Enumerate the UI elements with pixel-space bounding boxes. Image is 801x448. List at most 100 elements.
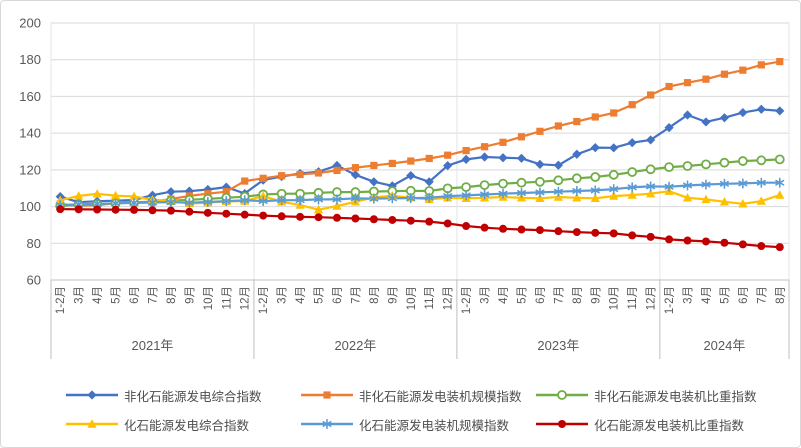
series-1-marker — [647, 91, 655, 99]
series-4-marker — [184, 197, 194, 208]
series-4-marker — [147, 197, 157, 208]
series-0-marker — [498, 153, 508, 163]
series-5-marker — [148, 206, 157, 215]
series-1-marker — [333, 166, 341, 175]
series-4-marker — [719, 178, 729, 189]
series-3-marker — [756, 196, 766, 205]
month-label: 10月 — [609, 286, 621, 310]
series-1-marker — [204, 190, 212, 198]
month-label: 5月 — [719, 286, 731, 304]
series-2-marker — [590, 172, 601, 182]
series-4-marker — [240, 195, 250, 206]
series-1-marker — [314, 169, 323, 177]
series-4-marker — [129, 197, 139, 208]
series-1-marker — [720, 70, 729, 78]
series-5-marker — [166, 206, 175, 215]
series-5-marker — [738, 240, 747, 249]
series-0-marker — [166, 187, 176, 197]
series-4-marker — [314, 194, 324, 205]
series-2-marker — [664, 162, 674, 173]
series-5-marker — [351, 214, 360, 223]
month-label: 11月 — [221, 286, 233, 309]
series-2-marker — [479, 180, 490, 190]
series-2-marker — [516, 177, 527, 188]
series-2-marker — [608, 169, 619, 180]
series-5-marker — [720, 238, 729, 247]
month-label: 4月 — [92, 286, 104, 304]
series-5-marker — [185, 207, 194, 216]
series-1-marker — [610, 109, 618, 117]
series-4-marker — [332, 194, 342, 205]
series-2-marker — [553, 175, 564, 186]
series-0-marker — [424, 177, 434, 187]
series-line-2 — [59, 158, 781, 207]
series-4-marker — [535, 187, 545, 198]
month-label: 1-2月 — [55, 286, 67, 314]
series-5-marker — [130, 205, 139, 214]
month-label: 11月 — [424, 286, 436, 309]
series-1-marker — [554, 122, 562, 130]
series-3-marker — [313, 204, 324, 214]
month-label: 4月 — [498, 286, 510, 304]
series-0-marker — [332, 160, 342, 171]
series-0-marker — [516, 153, 527, 163]
series-5-marker — [388, 215, 397, 224]
series-3-marker — [110, 190, 121, 200]
series-1-marker — [536, 127, 544, 135]
series-5-marker — [222, 209, 231, 218]
series-4-marker — [590, 185, 600, 196]
month-label: 9月 — [387, 286, 399, 304]
month-label: 3月 — [74, 286, 86, 304]
month-label: 1-2月 — [258, 286, 270, 314]
series-0-marker — [646, 135, 656, 145]
series-2-marker — [701, 159, 711, 170]
series-4-marker — [683, 180, 693, 191]
month-label: 4月 — [295, 286, 307, 304]
series-5-marker — [775, 243, 784, 252]
series-3-marker — [572, 192, 582, 202]
series-0-marker — [535, 159, 545, 169]
series-5-marker — [517, 225, 526, 234]
y-tick-label: 80 — [27, 236, 41, 251]
series-0-marker — [350, 170, 361, 180]
year-label: 2023年 — [537, 338, 579, 353]
series-1-marker — [407, 157, 415, 165]
series-5-marker — [701, 237, 710, 246]
series-1-marker — [241, 177, 249, 185]
month-label: 8月 — [369, 286, 381, 304]
month-label: 12月 — [240, 286, 252, 310]
series-2-marker — [774, 154, 785, 165]
series-5-marker — [609, 229, 618, 238]
series-5-marker — [203, 208, 212, 217]
series-4-marker — [738, 178, 748, 189]
series-1-marker — [444, 151, 452, 159]
series-5-marker — [56, 205, 65, 214]
series-3-marker — [535, 193, 545, 203]
month-label: 12月 — [646, 286, 658, 310]
month-label: 3月 — [277, 286, 289, 304]
series-1-marker — [388, 159, 396, 168]
series-1-marker — [259, 174, 267, 182]
series-2-marker — [645, 164, 656, 175]
series-4-marker — [406, 193, 416, 204]
series-1-marker — [296, 170, 304, 179]
series-1-marker — [776, 57, 784, 66]
series-5-marker — [93, 205, 102, 214]
series-5-marker — [499, 224, 508, 233]
year-label: 2022年 — [334, 338, 376, 353]
series-5-marker — [314, 213, 323, 222]
series-4-marker — [701, 179, 711, 190]
series-4-marker — [516, 187, 526, 199]
series-4-marker — [572, 185, 582, 197]
month-label: 3月 — [480, 286, 492, 304]
series-5-marker — [406, 216, 415, 225]
year-label: 2024年 — [703, 338, 745, 353]
series-0-marker — [609, 143, 619, 153]
series-0-marker — [553, 160, 563, 170]
month-label: 3月 — [683, 286, 695, 304]
series-3-marker — [92, 189, 102, 198]
month-label: 8月 — [775, 286, 787, 304]
series-3-marker — [332, 201, 342, 210]
